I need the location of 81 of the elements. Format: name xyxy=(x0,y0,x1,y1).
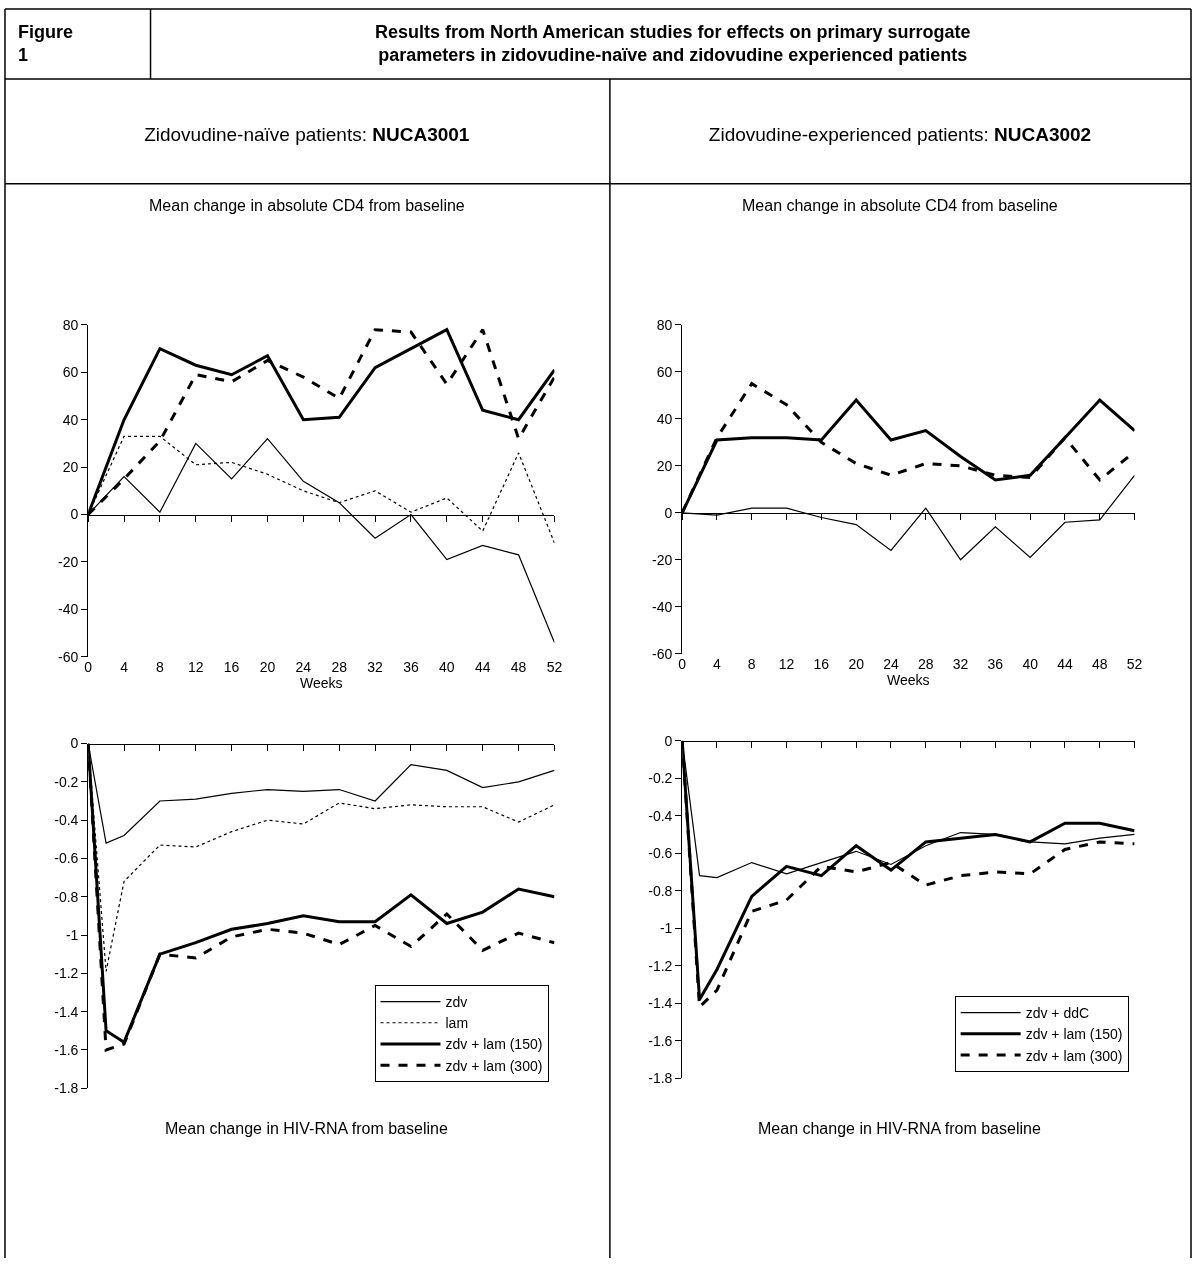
x-tick-label: 24 xyxy=(295,658,312,675)
y-tick-label: 0 xyxy=(70,506,79,523)
chart-title: Mean change in absolute CD4 from baseline xyxy=(742,197,1058,214)
x-axis-title: Weeks xyxy=(300,674,343,691)
y-tick-label: -1.8 xyxy=(648,1070,673,1087)
x-tick-label: 20 xyxy=(259,658,276,675)
x-tick-label: 52 xyxy=(546,658,563,675)
y-tick-label: -1.8 xyxy=(54,1080,79,1097)
legend-label: zdv + lam (150) xyxy=(1025,1026,1123,1043)
y-tick-label: 60 xyxy=(62,364,79,381)
x-tick-label: 8 xyxy=(747,655,756,672)
legend-label: zdv xyxy=(445,993,468,1010)
y-tick-label: -40 xyxy=(652,598,673,615)
text: Mean change in HIV-RNA from baseline xyxy=(165,1120,448,1137)
y-tick-label: -0.2 xyxy=(54,773,79,790)
y-tick-label: -20 xyxy=(58,553,79,570)
x-tick-label: 36 xyxy=(403,658,419,675)
y-tick-label: -1.6 xyxy=(648,1032,673,1049)
x-tick-label: 48 xyxy=(1091,655,1108,672)
chart-subtitle: Zidovudine-experienced patients: NUCA3002 xyxy=(708,124,1092,145)
y-tick-label: -1 xyxy=(65,926,79,943)
y-tick-label: -0.6 xyxy=(54,850,79,867)
x-tick-label: 8 xyxy=(155,658,164,675)
y-tick-label: -1.2 xyxy=(648,957,673,974)
legend-label: zdv + ddC xyxy=(1025,1005,1090,1022)
x-axis-title: Weeks xyxy=(887,671,930,688)
caption: Figure 1 xyxy=(18,22,74,66)
x-tick-label: 24 xyxy=(883,655,899,672)
y-tick-label: -60 xyxy=(58,648,79,665)
y-tick-label: -1.4 xyxy=(54,1003,79,1020)
x-tick-label: 40 xyxy=(439,658,455,675)
y-tick-label: 0 xyxy=(664,732,673,749)
y-tick-label: -1.4 xyxy=(648,995,673,1012)
y-tick-label: 80 xyxy=(62,316,79,333)
y-tick-label: -20 xyxy=(652,551,673,568)
y-tick-label: -0.8 xyxy=(54,888,79,905)
y-tick-label: -60 xyxy=(652,645,673,662)
x-tick-label: 36 xyxy=(987,655,1004,672)
chart-subtitle: Zidovudine-naïve patients: NUCA3001 xyxy=(144,124,470,145)
x-tick-label: 32 xyxy=(367,658,384,675)
x-tick-label: 52 xyxy=(1126,655,1143,672)
text: Results from North American studies for effects on primary surrogate parameters in zidovudine-naïve and zidovudine experienced patients xyxy=(375,22,971,66)
x-tick-label: 32 xyxy=(952,655,969,672)
y-tick-label: -1 xyxy=(659,920,673,937)
x-tick-label: 48 xyxy=(510,658,527,675)
legend-label: zdv + lam (150) xyxy=(445,1036,543,1053)
y-tick-label: -1.6 xyxy=(54,1041,79,1058)
x-tick-label: 0 xyxy=(84,658,93,675)
legend-label: zdv + lam (300) xyxy=(445,1057,543,1074)
y-tick-label: 80 xyxy=(656,316,673,333)
legend-label: zdv + lam (300) xyxy=(1025,1047,1123,1064)
y-tick-label: 40 xyxy=(656,410,673,427)
y-tick-label: 60 xyxy=(656,363,673,380)
y-tick-label: 0 xyxy=(664,504,673,521)
y-tick-label: -0.4 xyxy=(648,807,673,824)
x-tick-label: 40 xyxy=(1022,655,1039,672)
x-tick-label: 12 xyxy=(778,655,795,672)
legend-label: lam xyxy=(445,1015,469,1032)
y-tick-label: -1.2 xyxy=(54,965,79,982)
x-tick-label: 28 xyxy=(917,655,934,672)
x-tick-label: 16 xyxy=(223,658,240,675)
x-tick-label: 12 xyxy=(187,658,204,675)
y-tick-label: 20 xyxy=(656,457,673,474)
y-tick-label: -0.8 xyxy=(648,882,673,899)
x-tick-label: 44 xyxy=(474,658,491,675)
y-tick-label: 20 xyxy=(62,459,79,476)
y-tick-label: -0.6 xyxy=(648,845,673,862)
y-tick-label: -0.2 xyxy=(648,770,673,787)
y-tick-label: -0.4 xyxy=(54,812,79,829)
chart-title: Mean change in absolute CD4 from baseline xyxy=(149,197,465,214)
y-tick-label: -40 xyxy=(58,601,79,618)
text: Mean change in HIV-RNA from baseline xyxy=(758,1120,1041,1137)
x-tick-label: 20 xyxy=(848,655,865,672)
x-tick-label: 16 xyxy=(813,655,830,672)
x-tick-label: 4 xyxy=(120,658,129,675)
x-tick-label: 44 xyxy=(1057,655,1073,672)
x-tick-label: 28 xyxy=(331,658,348,675)
y-tick-label: 40 xyxy=(62,411,79,428)
x-tick-label: 0 xyxy=(678,655,687,672)
x-tick-label: 4 xyxy=(713,655,722,672)
y-tick-label: 0 xyxy=(70,735,79,752)
